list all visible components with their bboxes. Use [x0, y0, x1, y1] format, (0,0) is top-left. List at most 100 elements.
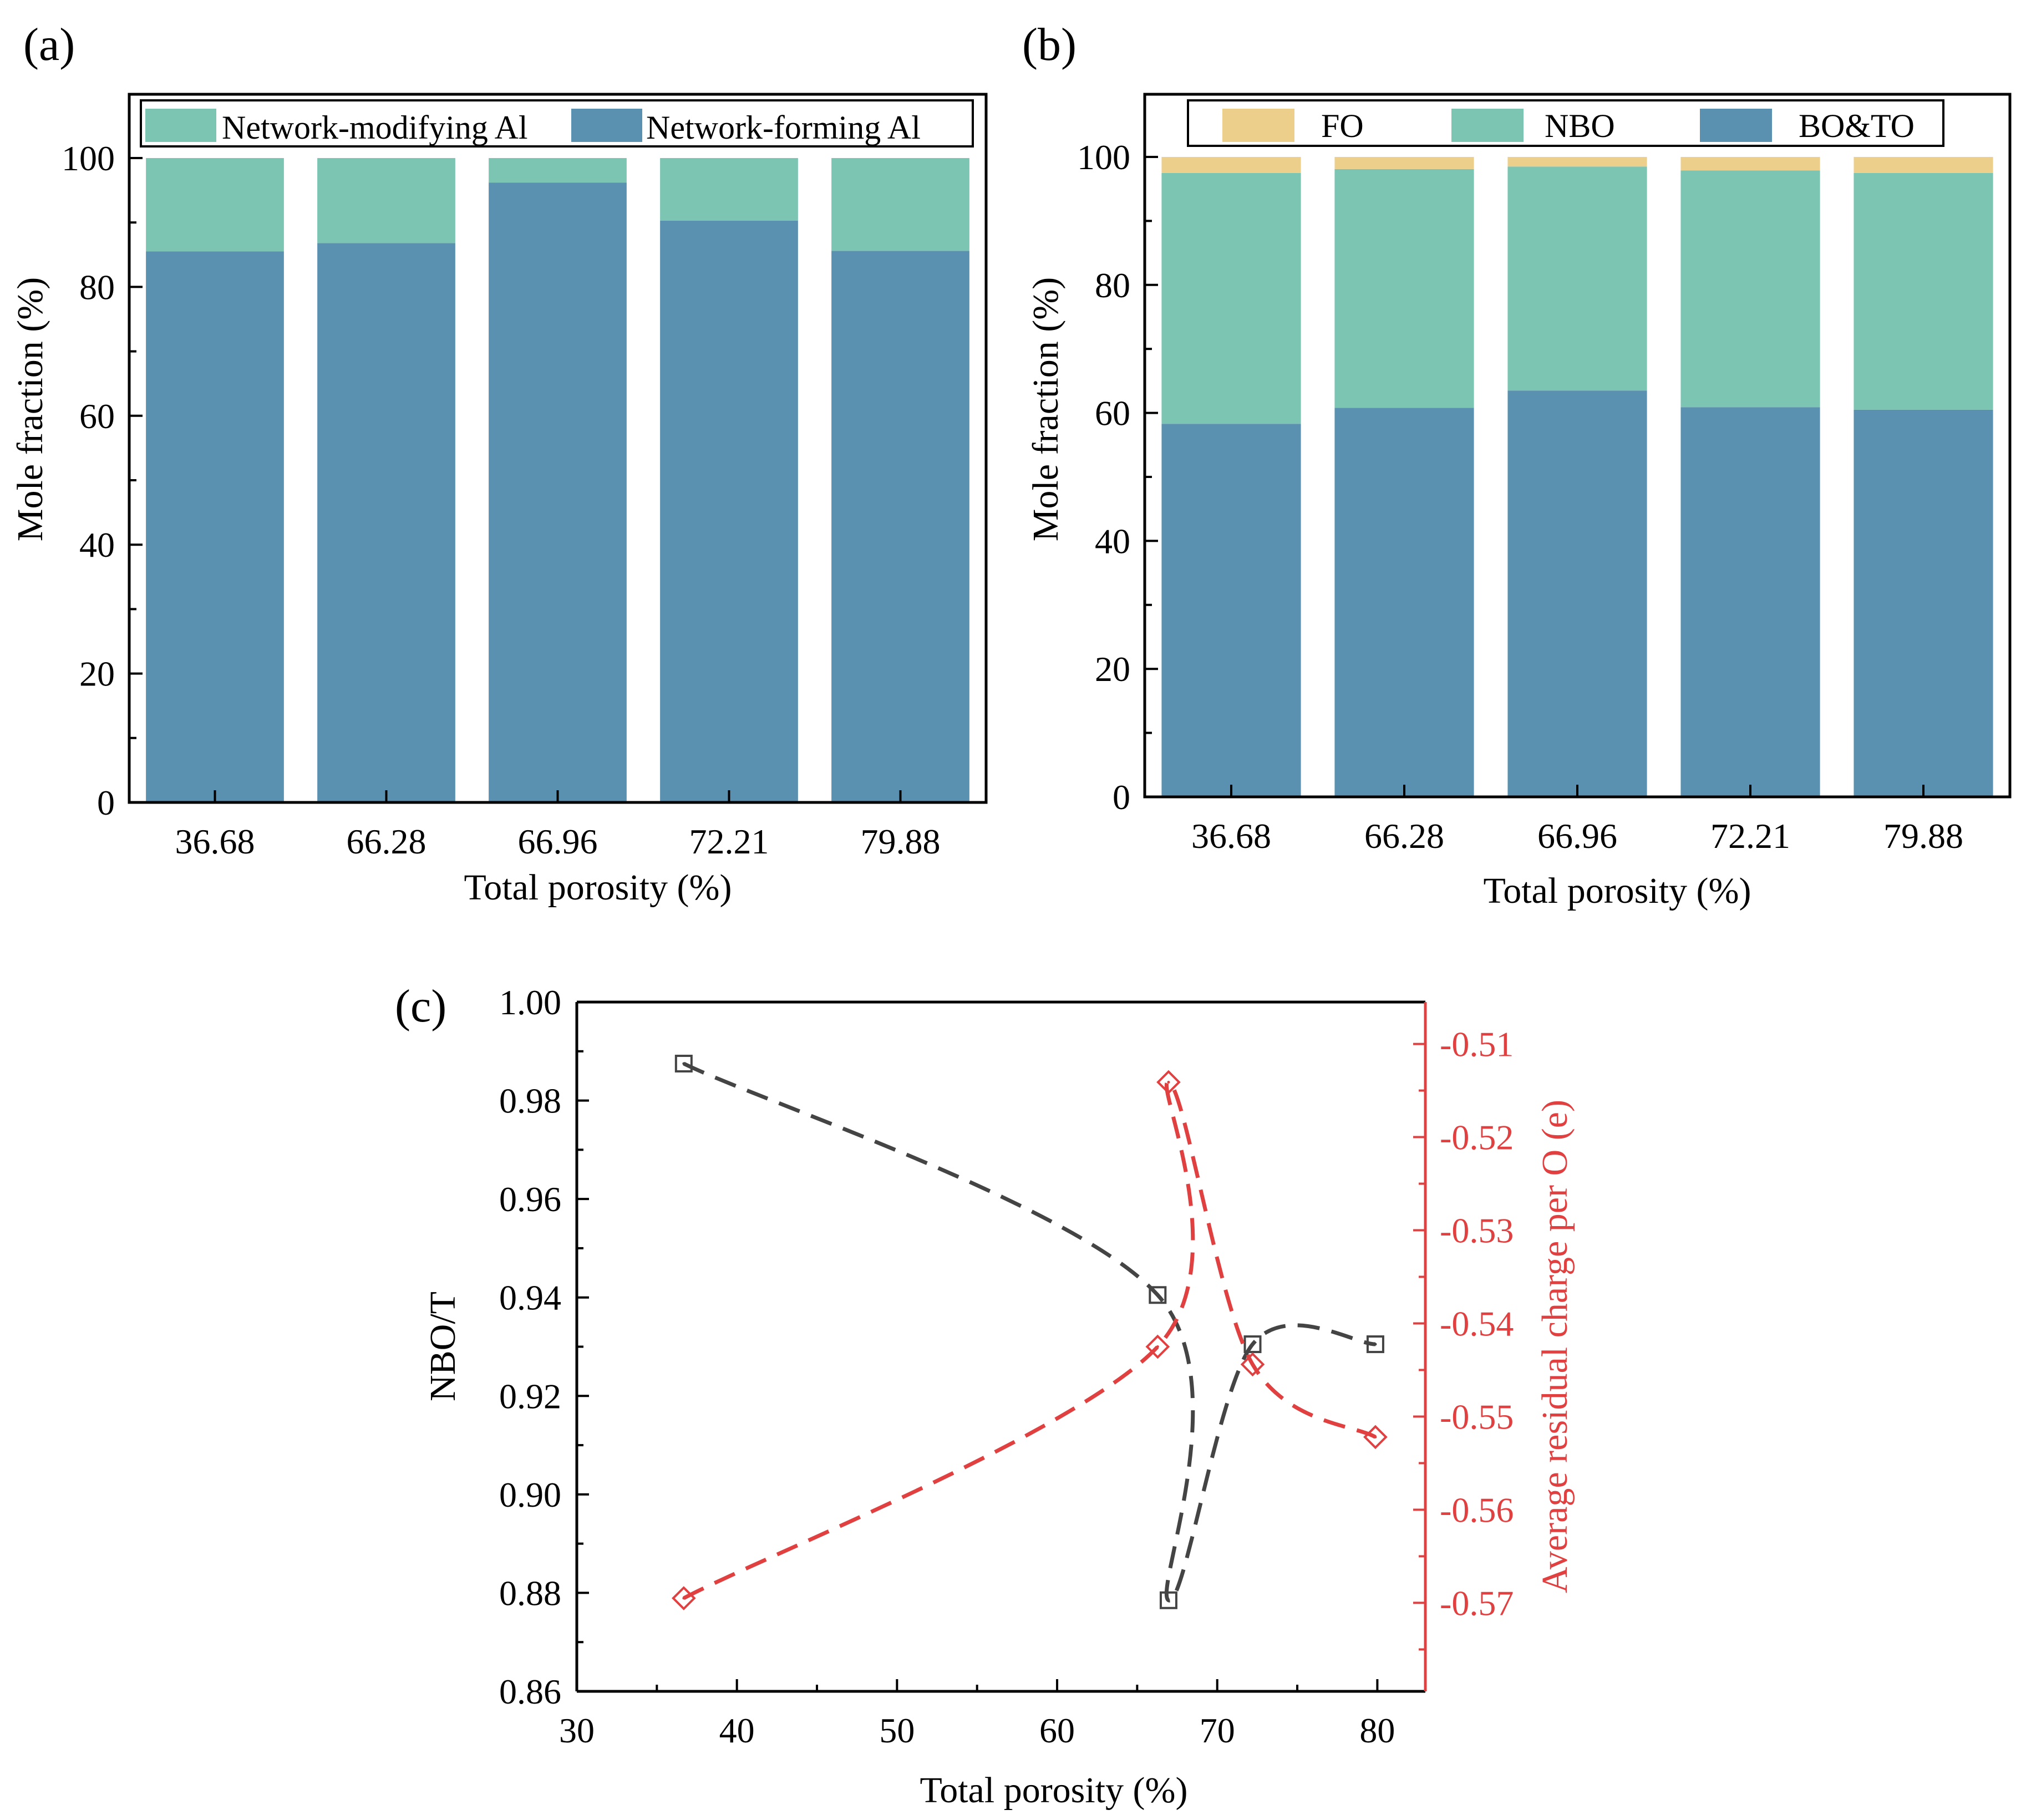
- a-bar-network-modifying-al-79-88: [831, 158, 969, 251]
- panel-c-right-y-axis-label: Average residual charge per O (e): [1535, 1100, 1575, 1593]
- c-x-tick-label: 50: [879, 1711, 915, 1750]
- panel-b: (b) 0 20 40 60 80 100 36.68 66.28 66.96 72.21 79.…: [1022, 19, 2012, 911]
- panel-b-legend-box: [1187, 99, 1944, 147]
- panel-c-series: [672, 1054, 1388, 1610]
- c-right-y-tick-label: -0.51: [1440, 1025, 1514, 1064]
- panel-a-legend: Network-modifying Al Network-forming Al: [140, 99, 974, 148]
- c-right-y-tick-label: -0.55: [1440, 1397, 1514, 1436]
- c-point-residual-charge: [1145, 1334, 1170, 1359]
- panel-b-y-ticks: 0 20 40 60 80 100: [1077, 138, 1158, 817]
- b-bar-bo-to-72-21: [1680, 407, 1820, 797]
- panel-a-y-axis-label: Mole fraction (%): [10, 277, 50, 541]
- b-bar-fo-66-96: [1507, 157, 1647, 167]
- c-left-y-tick-label: 1.00: [499, 983, 561, 1022]
- c-curve-nbo-t: [683, 1061, 1376, 1603]
- c-left-y-tick-label: 0.86: [499, 1672, 561, 1711]
- b-x-tick-label: 66.28: [1364, 816, 1444, 856]
- panel-b-y-axis-label: Mole fraction (%): [1025, 277, 1066, 541]
- a-y-tick-label: 40: [79, 525, 115, 565]
- b-bar-fo-79-88: [1854, 157, 1993, 173]
- a-bar-network-forming-al-79-88: [831, 251, 969, 802]
- legend-swatch-nbo: [1451, 109, 1524, 142]
- b-y-tick-label: 60: [1095, 394, 1130, 433]
- c-point-nbo-t: [674, 1054, 693, 1072]
- a-bar-network-modifying-al-72-21: [660, 158, 798, 221]
- panel-b-bars: [1161, 157, 1993, 797]
- panel-c-x-axis-label: Total porosity (%): [920, 1770, 1188, 1811]
- c-left-y-tick-label: 0.94: [499, 1278, 561, 1318]
- a-x-tick-label: 72.21: [689, 822, 769, 861]
- c-point-center-dot: [1167, 1080, 1170, 1084]
- legend-swatch-fo: [1222, 109, 1294, 142]
- b-y-tick-label: 100: [1077, 138, 1130, 177]
- b-x-tick-label: 72.21: [1710, 816, 1790, 856]
- a-bar-network-forming-al-66-96: [489, 182, 627, 802]
- panel-a-y-ticks: 0 20 40 60 80 100: [62, 139, 143, 822]
- a-y-tick-label: 100: [62, 139, 115, 178]
- a-x-tick-label: 66.28: [347, 822, 426, 861]
- b-bar-bo-to-66-28: [1334, 408, 1474, 797]
- c-right-y-tick-label: -0.56: [1440, 1490, 1514, 1529]
- a-bar-network-forming-al-72-21: [660, 220, 798, 802]
- c-point-center-dot: [1156, 1345, 1159, 1348]
- c-x-tick-label: 70: [1200, 1711, 1235, 1750]
- b-bar-nbo-79-88: [1854, 172, 1993, 410]
- c-point-center-dot: [682, 1597, 686, 1600]
- c-point-center-dot: [1374, 1435, 1377, 1438]
- a-bar-network-modifying-al-66-96: [489, 158, 627, 183]
- b-bar-nbo-36-68: [1161, 172, 1301, 424]
- panel-a-legend-box: [140, 99, 974, 148]
- c-left-y-tick-label: 0.90: [499, 1475, 561, 1514]
- a-bar-network-modifying-al-36-68: [146, 158, 284, 252]
- legend-swatch-bo-to: [1700, 109, 1772, 142]
- b-x-tick-label: 66.96: [1537, 816, 1617, 856]
- c-point-nbo-t: [1159, 1591, 1177, 1609]
- c-point-residual-charge: [1363, 1425, 1388, 1450]
- panel-a-letter: (a): [23, 19, 75, 70]
- c-right-y-tick-label: -0.52: [1440, 1118, 1514, 1157]
- panel-c-letter: (c): [395, 980, 446, 1032]
- b-bar-nbo-66-28: [1334, 169, 1474, 408]
- b-bar-nbo-72-21: [1680, 170, 1820, 408]
- b-y-tick-label: 80: [1095, 266, 1130, 305]
- panel-c: (c) 30 40 50 60 70 80 0.86 0.88 0.90 0.92 0.94 0.9…: [395, 980, 1575, 1811]
- b-bar-fo-66-28: [1334, 157, 1474, 169]
- b-y-tick-label: 0: [1113, 777, 1130, 817]
- legend-label-network-forming-al: Network-forming Al: [646, 109, 921, 146]
- panel-a-bars: [146, 158, 969, 802]
- c-left-y-tick-label: 0.88: [499, 1573, 561, 1613]
- a-y-tick-label: 20: [79, 654, 115, 694]
- panel-c-x-ticks: 30 40 50 60 70 80: [559, 1679, 1395, 1750]
- panel-a-x-axis-label: Total porosity (%): [464, 867, 732, 908]
- legend-label-bo-to: BO&TO: [1799, 108, 1915, 144]
- a-y-tick-label: 80: [79, 267, 115, 307]
- c-left-y-tick-label: 0.96: [499, 1180, 561, 1219]
- c-point-residual-charge: [1240, 1352, 1265, 1377]
- b-y-tick-label: 40: [1095, 521, 1130, 561]
- c-right-y-tick-label: -0.57: [1440, 1583, 1514, 1623]
- c-right-y-tick-label: -0.53: [1440, 1211, 1514, 1250]
- c-point-center-dot: [1156, 1293, 1159, 1297]
- c-point-center-dot: [1374, 1343, 1377, 1346]
- b-y-tick-label: 20: [1095, 649, 1130, 689]
- c-x-tick-label: 30: [559, 1711, 595, 1750]
- a-bar-network-modifying-al-66-28: [317, 158, 455, 243]
- a-y-tick-label: 0: [97, 783, 115, 822]
- a-bar-network-forming-al-36-68: [146, 251, 284, 802]
- legend-swatch-network-forming-al: [571, 109, 642, 142]
- c-point-residual-charge: [1156, 1070, 1181, 1095]
- panel-c-left-y-axis-label: NBO/T: [423, 1292, 463, 1401]
- panel-b-x-ticks: 36.68 66.28 66.96 72.21 79.88: [1191, 785, 1963, 856]
- b-bar-fo-36-68: [1161, 157, 1301, 173]
- c-right-y-tick-label: -0.54: [1440, 1304, 1514, 1344]
- legend-swatch-network-modifying-al: [145, 109, 216, 142]
- b-bar-bo-to-36-68: [1161, 424, 1301, 797]
- c-left-y-tick-label: 0.92: [499, 1376, 561, 1416]
- c-x-tick-label: 80: [1359, 1711, 1395, 1750]
- b-bar-bo-to-79-88: [1854, 409, 1993, 797]
- a-x-tick-label: 36.68: [175, 822, 255, 861]
- c-point-nbo-t: [1149, 1286, 1167, 1304]
- b-bar-fo-72-21: [1680, 157, 1820, 171]
- c-point-center-dot: [682, 1062, 686, 1065]
